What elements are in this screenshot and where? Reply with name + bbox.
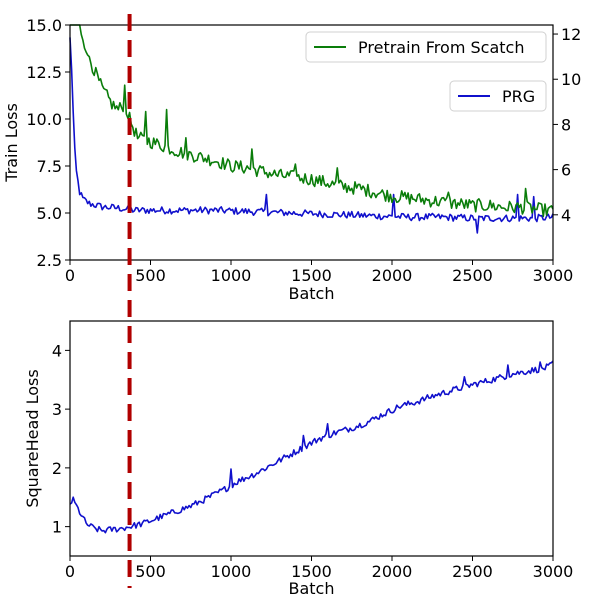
top-x-axis-label: Batch [289,284,335,303]
legend-label: PRG [502,87,535,106]
bottom-x-tick-label: 500 [135,562,166,581]
top-y-tick-label-right: 8 [561,115,571,134]
top-axes: 0 500 1000 1500 2000 2500 3000 2.5 5.0 7.5 10.0 12.… [26,16,581,285]
top-y-tick-label-left: 5.0 [37,204,62,223]
top-series-lines [69,24,554,234]
top-x-tick-label: 3000 [533,266,574,285]
top-y-tick-label-left: 7.5 [37,157,62,176]
top-y-tick-label-left: 12.5 [26,63,62,82]
top-y-tick-label-left: 2.5 [37,251,62,270]
bottom-x-axis-label: Batch [289,579,335,598]
prg-line [69,37,554,234]
top-legends: Pretrain From Scatch PRG [305,31,547,112]
bottom-x-tick-label: 1500 [291,562,332,581]
top-y-tick-label-right: 6 [561,161,571,180]
top-y-tick-label-left: 10.0 [26,110,62,129]
bottom-x-tick-label: 2000 [372,562,413,581]
legend-label: Pretrain From Scatch [358,38,524,57]
bottom-axes: 0 500 1000 1500 2000 2500 3000 1 2 3 4 [52,320,574,581]
top-x-tick-label: 2500 [452,266,493,285]
top-chart: 0 500 1000 1500 2000 2500 3000 2.5 5.0 7.5 10.0 12.… [2,16,581,303]
top-x-tick-label: 2000 [372,266,413,285]
top-y-axis-label: Train Loss [2,103,21,183]
bottom-x-tick-label: 3000 [533,562,574,581]
top-y-tick-label-right: 12 [561,25,581,44]
bottom-y-tick-label-left: 2 [52,459,62,478]
bottom-y-tick-label-left: 4 [52,341,62,360]
bottom-x-tick-label: 1000 [211,562,252,581]
pretrain-line [70,24,554,218]
legend-box [449,80,547,112]
top-y-tick-label-left: 15.0 [26,16,62,35]
legend-box [305,31,547,63]
bottom-y-axis-label: SquareHead Loss [23,369,42,507]
bottom-y-tick-label-left: 1 [52,518,62,537]
top-x-tick-label: 500 [135,266,166,285]
top-x-tick-label: 1500 [291,266,332,285]
bottom-series-lines [69,360,554,534]
bottom-x-tick-label: 2500 [452,562,493,581]
bottom-y-tick-label-left: 3 [52,400,62,419]
bottom-x-tick-label: 0 [65,562,75,581]
top-y-tick-label-right: 4 [561,206,571,225]
bottom-plot-frame [69,320,554,557]
top-x-tick-label: 1000 [211,266,252,285]
top-x-tick-label: 0 [65,266,75,285]
squarehead-line [69,360,554,534]
bottom-chart: 0 500 1000 1500 2000 2500 3000 1 2 3 4 Batch Squar… [23,320,574,598]
top-y-tick-label-right: 10 [561,70,581,89]
